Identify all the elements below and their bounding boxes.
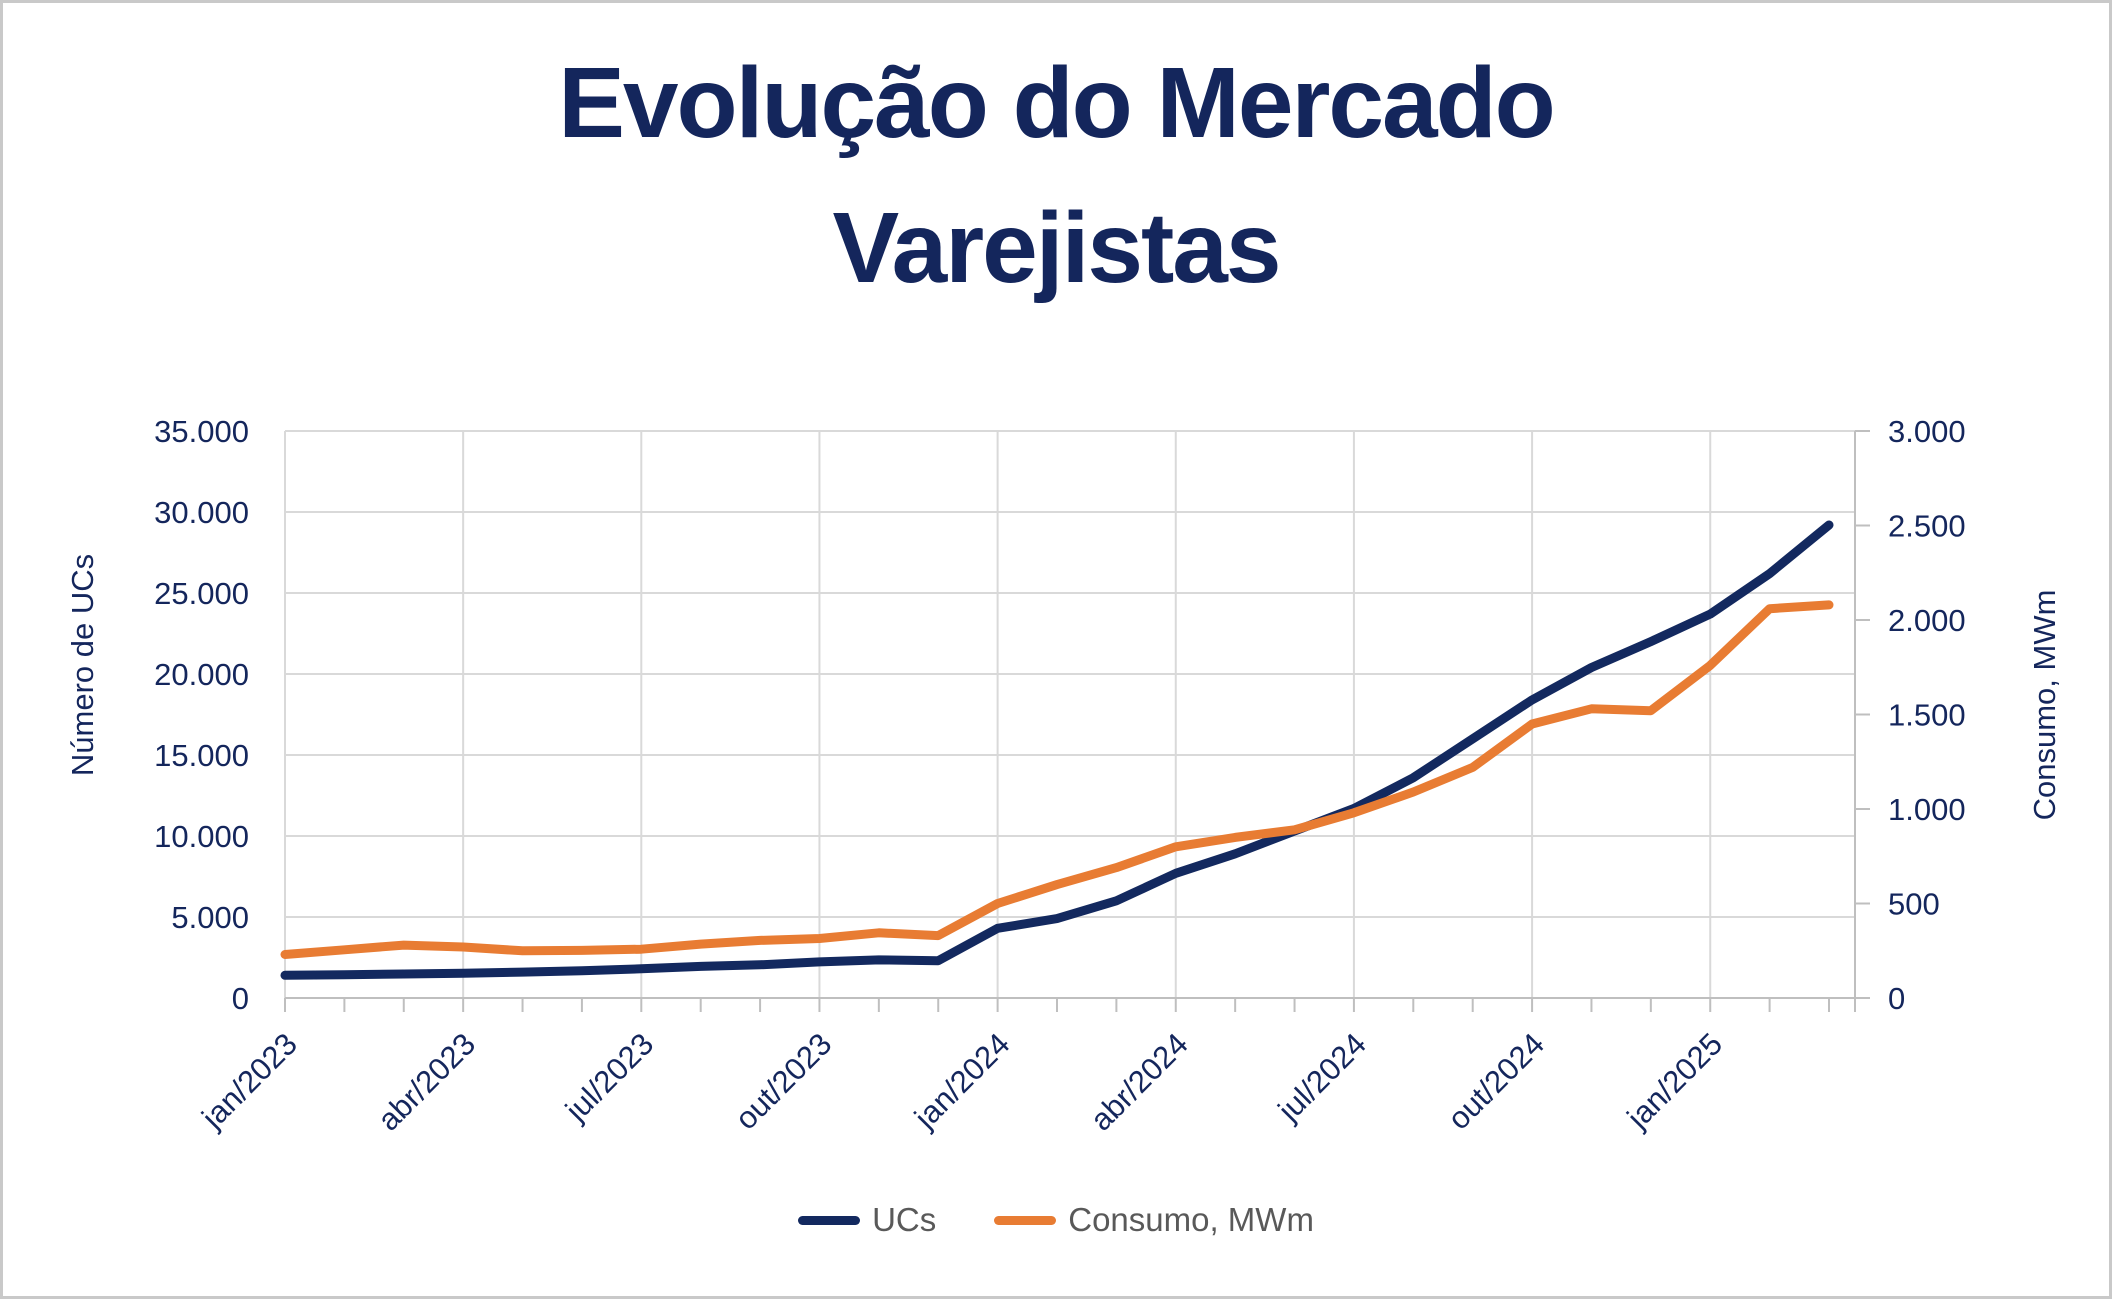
legend-label-ucs: UCs [872, 1201, 937, 1238]
x-axis-tick-label: out/2024 [1441, 1026, 1551, 1136]
right-axis-tick-label: 1.500 [1888, 698, 1966, 733]
x-axis-tick-label: jan/2024 [907, 1026, 1017, 1136]
x-axis-tick-label: jan/2023 [194, 1026, 304, 1136]
left-axis-tick-label: 0 [232, 981, 249, 1016]
axis-labels-group: 0 5.000 10.000 15.000 20.000 25.000 30.000 35.0… [154, 414, 1965, 1137]
axes-group [284, 430, 1870, 1012]
chart-title: Evolução do Mercado Varejistas [3, 31, 2109, 321]
x-axis-tick-label: abr/2023 [371, 1026, 482, 1137]
left-axis-tick-label: 5.000 [171, 900, 249, 935]
consumo-line-swatch-icon [994, 1215, 1057, 1225]
right-axis-tick-label: 0 [1888, 981, 1905, 1016]
series-line-consumo-mwm [280, 600, 1834, 959]
chart-plot-area: 0 5.000 10.000 15.000 20.000 25.000 30.000 35.0… [154, 414, 1965, 1137]
left-axis-tick-label: 25.000 [154, 576, 249, 611]
right-axis-tick-label: 3.000 [1888, 414, 1966, 449]
right-axis-tick-label: 2.500 [1888, 509, 1966, 544]
x-axis-tick-label: jan/2025 [1620, 1026, 1730, 1136]
chart-title-line2: Varejistas [832, 192, 1281, 304]
legend-item-ucs: UCs [798, 1201, 936, 1239]
x-axis-tick-label: abr/2024 [1083, 1026, 1194, 1137]
x-axis-tick-label: jul/2024 [1271, 1026, 1373, 1128]
left-axis-tick-label: 15.000 [154, 738, 249, 773]
right-axis-tick-label: 1.000 [1888, 792, 1966, 827]
ucs-line-swatch-icon [798, 1215, 861, 1225]
legend-label-consumo: Consumo, MWm [1068, 1201, 1314, 1238]
series-line-ucs [280, 520, 1834, 980]
chart-legend: UCs Consumo, MWm [3, 1201, 2109, 1239]
x-axis-tick-label: out/2023 [728, 1026, 838, 1136]
legend-item-consumo: Consumo, MWm [994, 1201, 1314, 1239]
chart-title-line1: Evolução do Mercado [558, 47, 1556, 159]
left-axis-tick-label: 30.000 [154, 495, 249, 530]
left-axis-tick-label: 10.000 [154, 819, 249, 854]
right-axis-tick-label: 2.000 [1888, 603, 1966, 638]
left-axis-tick-label: 35.000 [154, 414, 249, 449]
series-group [280, 520, 1834, 980]
right-axis-tick-label: 500 [1888, 887, 1940, 922]
left-axis-tick-label: 20.000 [154, 657, 249, 692]
x-axis-tick-label: jul/2023 [558, 1026, 660, 1128]
